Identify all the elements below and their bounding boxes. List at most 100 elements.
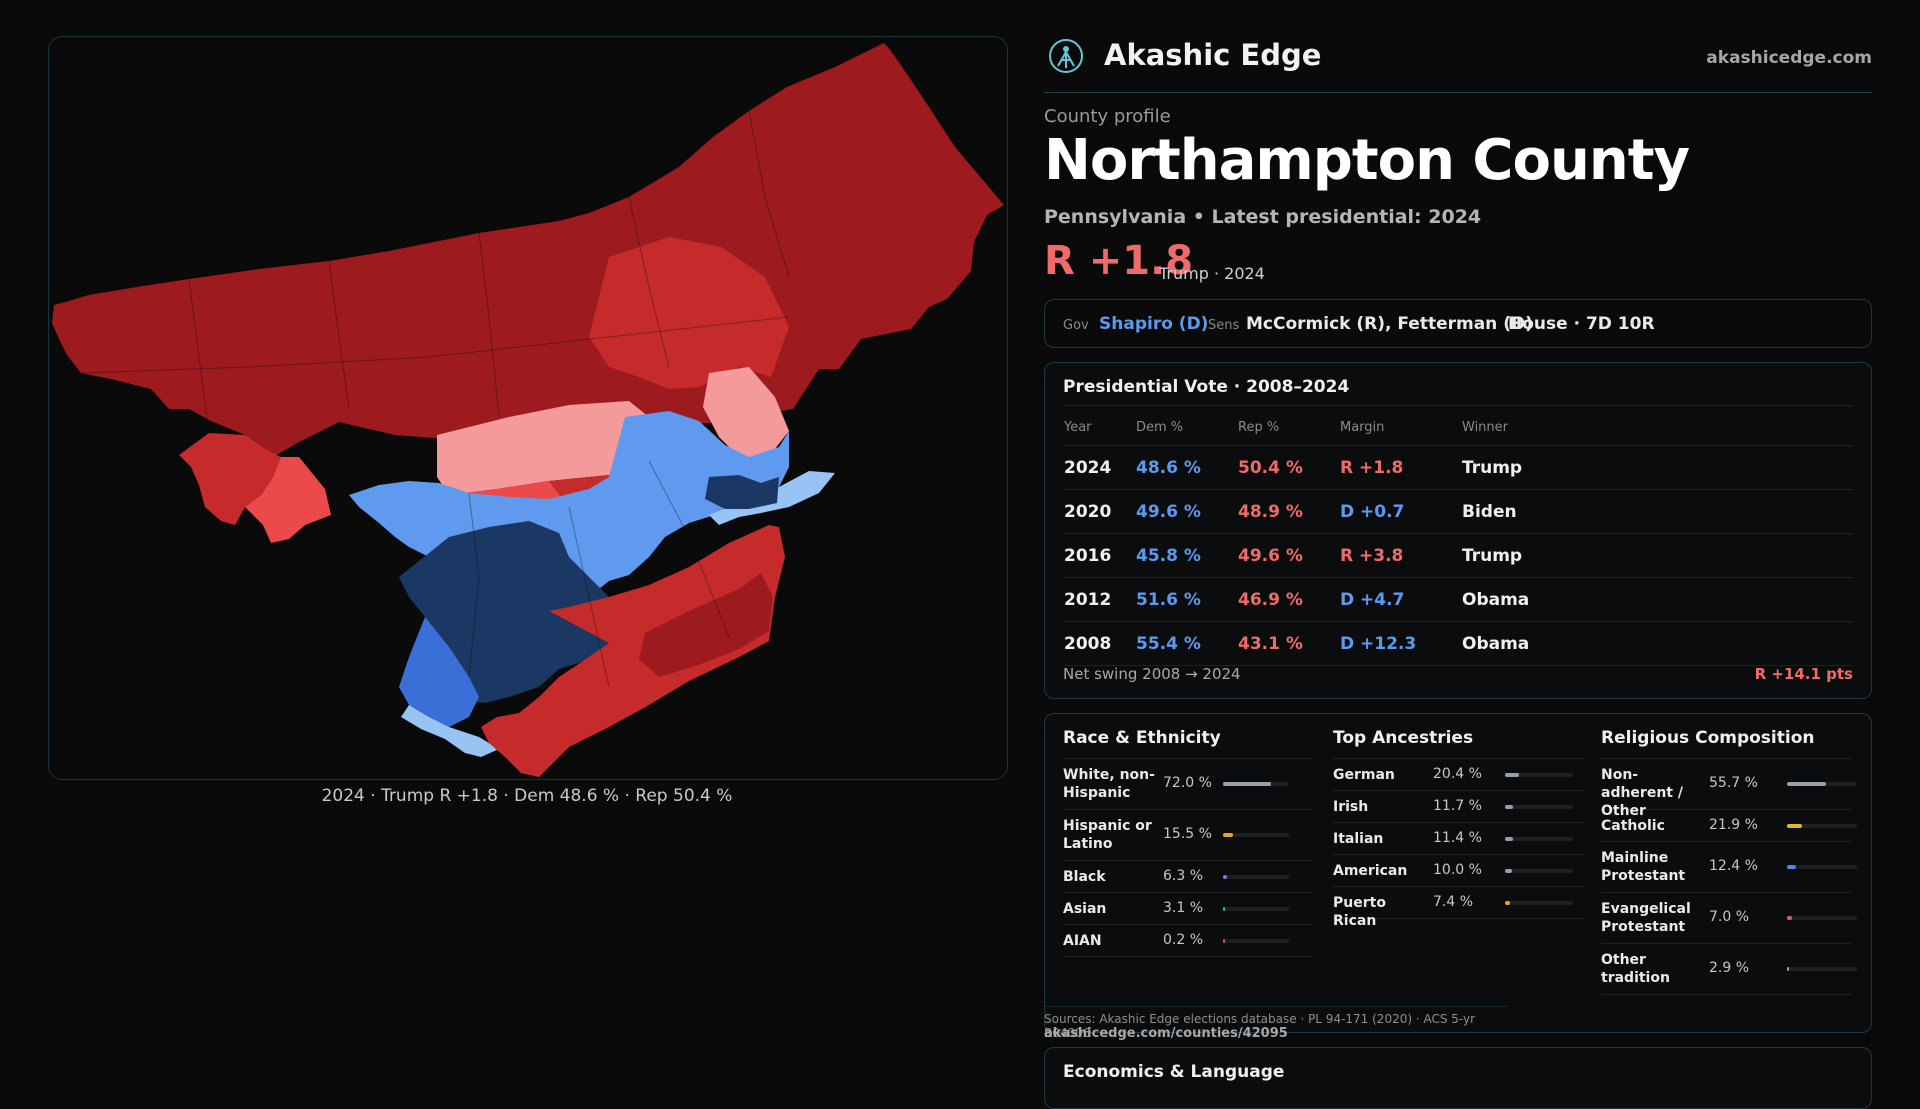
table-row: 2008 55.4 % 43.1 % D +12.3 Obama	[1063, 621, 1853, 666]
net-swing-label: Net swing 2008 → 2024	[1063, 665, 1241, 683]
ancestry-item-bar	[1505, 836, 1573, 841]
row-dem: 51.6 %	[1135, 577, 1237, 622]
map-region-north-2[interactable]	[589, 237, 789, 389]
religion-item-bar	[1787, 782, 1857, 786]
source-url-link[interactable]: akashicedge.com/counties/42095	[1044, 1026, 1288, 1041]
race-item-bar	[1223, 874, 1289, 879]
sources-note: Sources: Akashic Edge elections database…	[1044, 1006, 1507, 1040]
ancestry-item-bar-fill	[1505, 868, 1512, 873]
ancestry-item-percent: 11.4 %	[1433, 829, 1482, 846]
row-winner: Trump	[1461, 533, 1853, 578]
religion-item-name: Non-adherent / Other	[1601, 767, 1683, 819]
race-item-bar-fill	[1223, 874, 1228, 879]
ancestry-item-percent: 10.0 %	[1433, 861, 1482, 878]
row-rep: 48.9 %	[1237, 489, 1339, 534]
row-year: 2016	[1063, 533, 1135, 578]
ancestry-item-bar	[1505, 900, 1573, 905]
county-map-panel[interactable]	[48, 36, 1008, 780]
race-item-name: Hispanic or Latino	[1063, 818, 1152, 852]
ancestry-item-percent: 7.4 %	[1433, 893, 1474, 910]
governor-value[interactable]: Shapiro (D)	[1099, 314, 1209, 334]
row-year: 2008	[1063, 621, 1135, 666]
row-dem: 55.4 %	[1135, 621, 1237, 666]
ancestry-item-name: Italian	[1333, 830, 1384, 847]
demographics-card: Race & Ethnicity White, non-Hispanic 72.0…	[1044, 713, 1872, 1033]
ancestry-column: Top Ancestries German 20.4 % Irish 11.7 % It…	[1333, 728, 1583, 929]
map-region-urban-safe-d-2[interactable]	[705, 475, 779, 509]
race-item-percent: 3.1 %	[1163, 899, 1204, 916]
religion-item-percent: 7.0 %	[1709, 909, 1750, 925]
religion-item-bar	[1787, 967, 1857, 971]
race-item-name: Black	[1063, 868, 1106, 885]
ancestry-item-name: Irish	[1333, 798, 1369, 815]
race-item-name: White, non-Hispanic	[1063, 767, 1155, 801]
presidential-vote-card: Presidential Vote · 2008–2024 Year Dem %…	[1044, 362, 1872, 699]
map-region-east-weak-r[interactable]	[703, 367, 789, 459]
religion-item-name: Mainline Protestant	[1601, 850, 1686, 884]
map-region-north[interactable]	[52, 43, 1004, 469]
table-row: 2012 51.6 % 46.9 % D +4.7 Obama	[1063, 577, 1853, 622]
header-margin: Margin	[1339, 409, 1461, 446]
race-item-bar	[1223, 906, 1289, 911]
ancestry-item-bar	[1505, 868, 1573, 873]
ancestry-item-percent: 11.7 %	[1433, 797, 1482, 814]
ancestry-item-name: American	[1333, 862, 1408, 879]
row-winner: Biden	[1461, 489, 1853, 534]
row-winner: Obama	[1461, 577, 1853, 622]
ancestry-item-bar	[1505, 804, 1573, 809]
race-item-percent: 15.5 %	[1163, 826, 1212, 842]
list-item: Puerto Rican 7.4 %	[1333, 887, 1583, 929]
officials-bar: Gov Shapiro (D) Sens McCormick (R), Fett…	[1044, 299, 1872, 348]
economics-card: Economics & Language	[1044, 1047, 1872, 1109]
religion-item-percent: 21.9 %	[1709, 816, 1758, 833]
row-margin: R +1.8	[1339, 445, 1461, 490]
ancestry-item-bar-fill	[1505, 804, 1513, 809]
brand-name: Akashic Edge	[1104, 38, 1322, 72]
map-region-urban-safe-d[interactable]	[399, 521, 639, 703]
profile-kicker: County profile	[1044, 106, 1171, 127]
map-region-south-safe-r[interactable]	[639, 573, 773, 677]
race-item-bar	[1223, 833, 1289, 837]
list-item: Evangelical Protestant 7.0 %	[1601, 893, 1857, 944]
race-item-bar-fill	[1223, 782, 1271, 786]
map-region-west-tilt[interactable]	[245, 457, 331, 543]
ancestry-item-name: Puerto Rican	[1333, 894, 1386, 929]
map-region-west[interactable]	[179, 433, 281, 525]
religion-item-bar	[1787, 823, 1857, 828]
list-item: Mainline Protestant 12.4 %	[1601, 842, 1857, 893]
precinct-map[interactable]	[49, 37, 1007, 779]
header-winner: Winner	[1461, 409, 1853, 446]
list-item: German 20.4 %	[1333, 759, 1583, 791]
latest-margin: R +1.8	[1044, 238, 1194, 284]
header-dem: Dem %	[1135, 409, 1237, 446]
row-winner: Trump	[1461, 445, 1853, 490]
list-item: Asian 3.1 %	[1063, 893, 1313, 925]
ancestry-item-bar-fill	[1505, 900, 1511, 905]
brand-header: Akashic Edge akashicedge.com	[1044, 36, 1872, 93]
ancestry-item-name: German	[1333, 766, 1395, 783]
race-item-bar	[1223, 782, 1289, 786]
map-region-south-lean-d[interactable]	[399, 617, 479, 727]
profile-subtitle: Pennsylvania • Latest presidential: 2024	[1044, 206, 1482, 228]
race-ethnicity-title: Race & Ethnicity	[1063, 728, 1313, 759]
map-region-south-weak-d[interactable]	[401, 705, 499, 757]
akashic-logo-icon	[1049, 39, 1083, 73]
economics-title: Economics & Language	[1063, 1062, 1285, 1082]
religion-item-bar-fill	[1787, 967, 1790, 971]
religion-item-bar-fill	[1787, 823, 1803, 828]
latest-margin-note: Trump · 2024	[1159, 264, 1265, 283]
race-item-name: AIAN	[1063, 932, 1102, 949]
ancestry-item-percent: 20.4 %	[1433, 765, 1482, 782]
presidential-vote-title: Presidential Vote · 2008–2024	[1063, 377, 1350, 397]
list-item: AIAN 0.2 %	[1063, 925, 1313, 957]
brand-domain-link[interactable]: akashicedge.com	[1706, 48, 1872, 68]
religion-item-bar-fill	[1787, 865, 1796, 869]
race-item-percent: 72.0 %	[1163, 775, 1212, 791]
ancestry-item-bar	[1505, 772, 1573, 777]
race-item-percent: 6.3 %	[1163, 867, 1204, 884]
senators-value[interactable]: McCormick (R), Fetterman (D)	[1246, 314, 1533, 334]
row-rep: 46.9 %	[1237, 577, 1339, 622]
map-region-south-red[interactable]	[481, 525, 785, 777]
list-item: Non-adherent / Other 55.7 %	[1601, 759, 1857, 819]
religion-title: Religious Composition	[1601, 728, 1851, 759]
